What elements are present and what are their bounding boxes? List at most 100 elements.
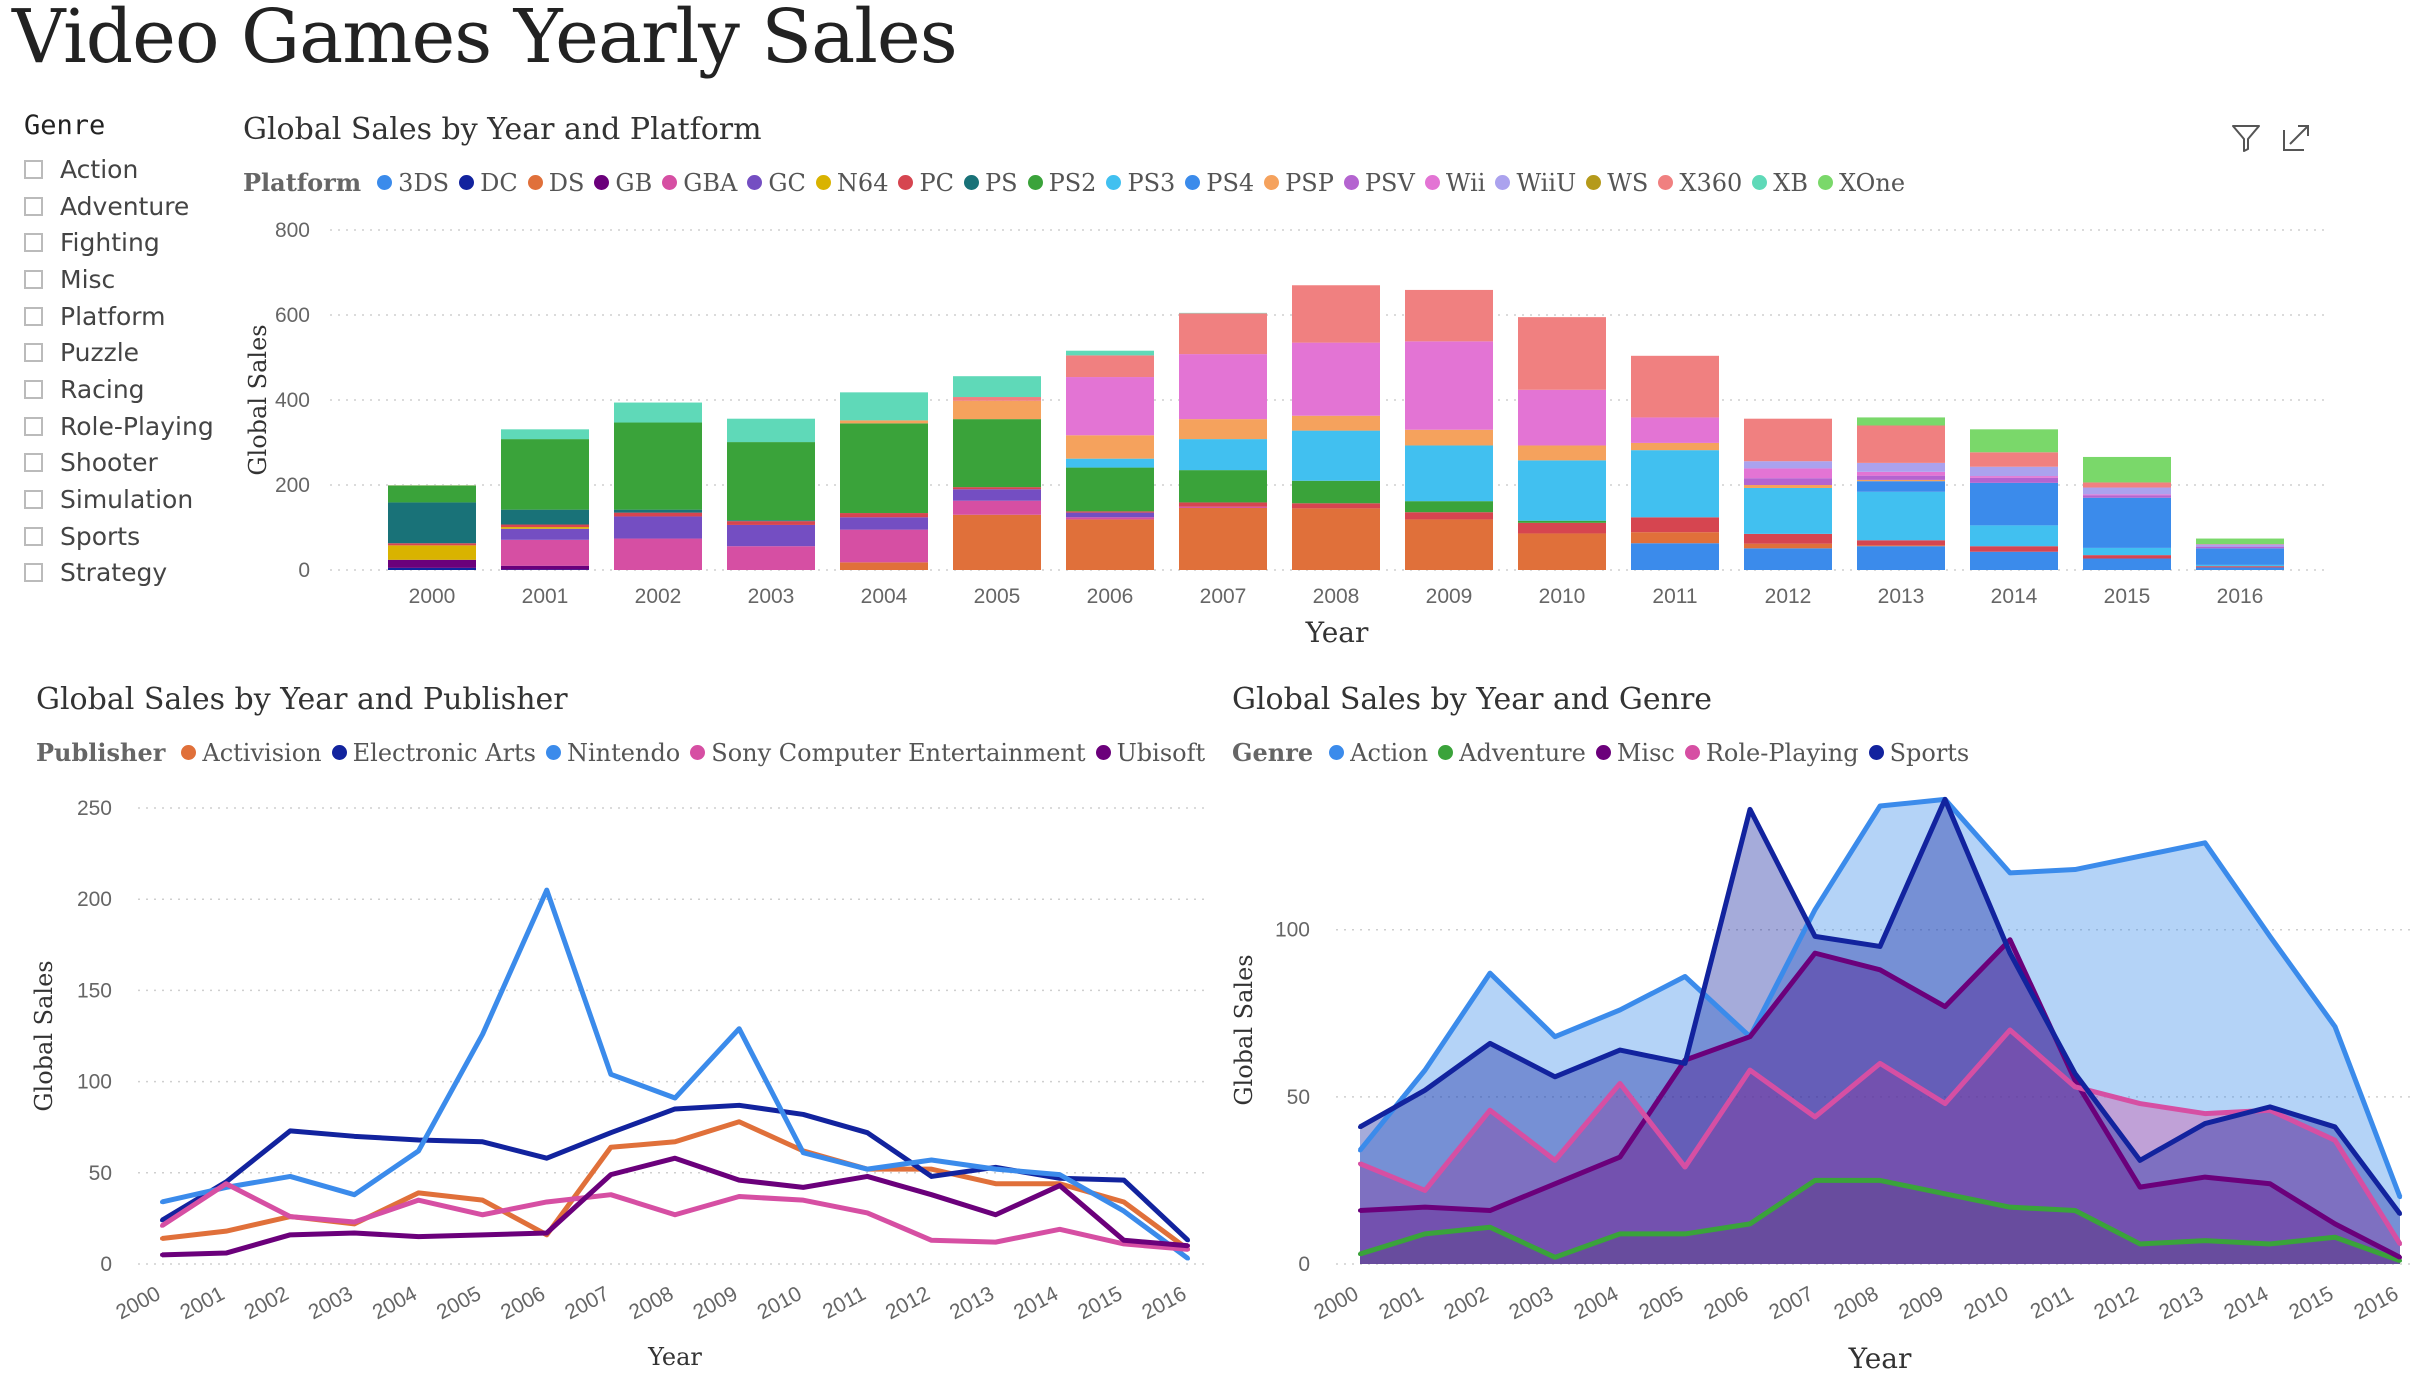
legend-item-dc[interactable]: DC — [459, 169, 518, 197]
legend-label: Sony Computer Entertainment — [711, 738, 1086, 767]
point-ubisoft-2011 — [865, 1174, 870, 1179]
legend-item-pc[interactable]: PC — [898, 169, 954, 197]
bar-xone-2015 — [2083, 456, 2171, 483]
slicer-item-puzzle[interactable]: Puzzle — [24, 334, 234, 371]
bar-gba-2004 — [840, 529, 928, 563]
legend-label: Wii — [1445, 168, 1486, 197]
bar-psv-2015 — [2083, 495, 2171, 498]
legend-item-psv[interactable]: PSV — [1343, 169, 1415, 197]
legend-item-nintendo[interactable]: Nintendo — [546, 739, 680, 767]
checkbox-icon[interactable] — [24, 306, 43, 326]
legend-item-3ds[interactable]: 3DS — [377, 169, 449, 197]
x-tick-label: 2006 — [497, 1282, 549, 1324]
legend-item-wiiu[interactable]: WiiU — [1495, 169, 1576, 197]
filter-icon[interactable] — [2226, 118, 2266, 158]
checkbox-icon[interactable] — [24, 490, 43, 510]
slicer-item-platform[interactable]: Platform — [24, 298, 234, 335]
bar-wii-2012 — [1744, 468, 1832, 479]
point-nintendo-2008 — [673, 1096, 677, 1101]
legend-item-sports[interactable]: Sports — [1868, 739, 1969, 767]
checkbox-icon[interactable] — [24, 233, 43, 253]
x-tick-label: 2004 — [369, 1282, 421, 1324]
point-adventure-2010 — [2008, 1205, 2012, 1210]
area-role-playing — [1360, 1030, 2400, 1264]
genre-chart-title: Global Sales by Year and Genre — [1232, 682, 1713, 717]
checkbox-icon[interactable] — [24, 526, 43, 546]
legend-item-adventure[interactable]: Adventure — [1438, 739, 1586, 767]
slicer-item-simulation[interactable]: Simulation — [24, 481, 234, 518]
x-tick-label: 2010 — [1960, 1282, 2012, 1324]
checkbox-icon[interactable] — [24, 196, 43, 216]
point-role-playing-2016 — [2398, 1241, 2402, 1246]
point-nintendo-2005 — [480, 1032, 485, 1037]
slicer-item-shooter[interactable]: Shooter — [24, 445, 234, 482]
legend-item-wii[interactable]: Wii — [1424, 168, 1486, 197]
bar-ps2-2007 — [1179, 470, 1267, 503]
slicer-item-adventure[interactable]: Adventure — [24, 188, 234, 225]
line-nintendo — [161, 887, 1190, 1261]
legend-item-ds[interactable]: DS — [527, 169, 584, 197]
bar-ps2-2005 — [953, 419, 1041, 488]
x-tick-label: 2006 — [1700, 1282, 1752, 1324]
checkbox-icon[interactable] — [24, 379, 43, 399]
point-sports-2005 — [1683, 1061, 1687, 1066]
point-sports-2013 — [2203, 1121, 2207, 1126]
slicer-item-label: Fighting — [60, 228, 160, 258]
legend-item-activision[interactable]: Activision — [181, 738, 322, 767]
bar-x360-2012 — [1744, 418, 1832, 462]
legend-item-gc[interactable]: GC — [747, 169, 806, 197]
slicer-item-label: Sports — [60, 521, 141, 551]
legend-item-xb[interactable]: XB — [1752, 169, 1808, 197]
legend-item-role-playing[interactable]: Role-Playing — [1684, 739, 1859, 767]
slicer-item-action[interactable]: Action — [24, 151, 234, 188]
legend-item-n64[interactable]: N64 — [815, 169, 888, 197]
legend-item-x360[interactable]: X360 — [1658, 169, 1742, 197]
genre-legend: Genre Action Adventure Misc Role-Playing Spor… — [1232, 738, 1979, 767]
legend-label: GBA — [683, 168, 738, 197]
legend-item-ps3[interactable]: PS3 — [1106, 169, 1175, 197]
legend-item-psp[interactable]: PSP — [1264, 169, 1334, 197]
slicer-item-racing[interactable]: Racing — [24, 371, 234, 408]
slicer-item-strategy[interactable]: Strategy — [24, 555, 234, 592]
legend-marker — [546, 745, 561, 760]
legend-item-action[interactable]: Action — [1329, 739, 1428, 767]
legend-item-misc[interactable]: Misc — [1595, 739, 1675, 767]
checkbox-icon[interactable] — [24, 269, 43, 289]
bar-psp-2013 — [1857, 479, 1945, 482]
legend-item-ps[interactable]: PS — [963, 169, 1018, 197]
legend-item-ws[interactable]: WS — [1586, 169, 1648, 197]
x-tick-label: 2001 — [176, 1282, 228, 1324]
slicer-item-role-playing[interactable]: Role-Playing — [24, 408, 234, 445]
slicer-item-sports[interactable]: Sports — [24, 518, 234, 555]
bar-ps3-2012 — [1744, 487, 1832, 534]
point-adventure-2016 — [2398, 1258, 2402, 1263]
point-sony-computer-entertainment-2001 — [224, 1181, 229, 1186]
point-action-2010 — [2008, 870, 2012, 875]
checkbox-icon[interactable] — [24, 453, 43, 473]
point-sony-computer-entertainment-2006 — [544, 1199, 549, 1204]
checkbox-icon[interactable] — [24, 416, 43, 436]
legend-label: 3DS — [398, 168, 450, 197]
focus-mode-icon[interactable] — [2276, 118, 2316, 158]
bar-gba-2005 — [953, 500, 1041, 515]
legend-item-xone[interactable]: XOne — [1818, 169, 1905, 197]
legend-label: Activision — [202, 738, 322, 767]
point-ubisoft-2012 — [929, 1192, 934, 1197]
legend-marker — [747, 175, 763, 190]
legend-item-ubisoft[interactable]: Ubisoft — [1095, 739, 1205, 767]
legend-item-electronic-arts[interactable]: Electronic Arts — [331, 739, 536, 767]
legend-item-gb[interactable]: GB — [594, 169, 652, 197]
legend-marker — [1027, 175, 1043, 190]
legend-label: DC — [480, 168, 518, 197]
checkbox-icon[interactable] — [24, 563, 43, 583]
checkbox-icon[interactable] — [24, 343, 43, 363]
bar-ps-2003 — [727, 520, 815, 522]
legend-item-ps2[interactable]: PS2 — [1027, 169, 1096, 197]
legend-item-ps4[interactable]: PS4 — [1185, 169, 1254, 197]
slicer-item-misc[interactable]: Misc — [24, 261, 234, 298]
slicer-item-fighting[interactable]: Fighting — [24, 224, 234, 261]
point-sony-computer-entertainment-2015 — [1121, 1241, 1126, 1246]
legend-item-sony-computer-entertainment[interactable]: Sony Computer Entertainment — [690, 738, 1086, 767]
legend-item-gba[interactable]: GBA — [662, 169, 737, 197]
checkbox-icon[interactable] — [24, 159, 43, 179]
